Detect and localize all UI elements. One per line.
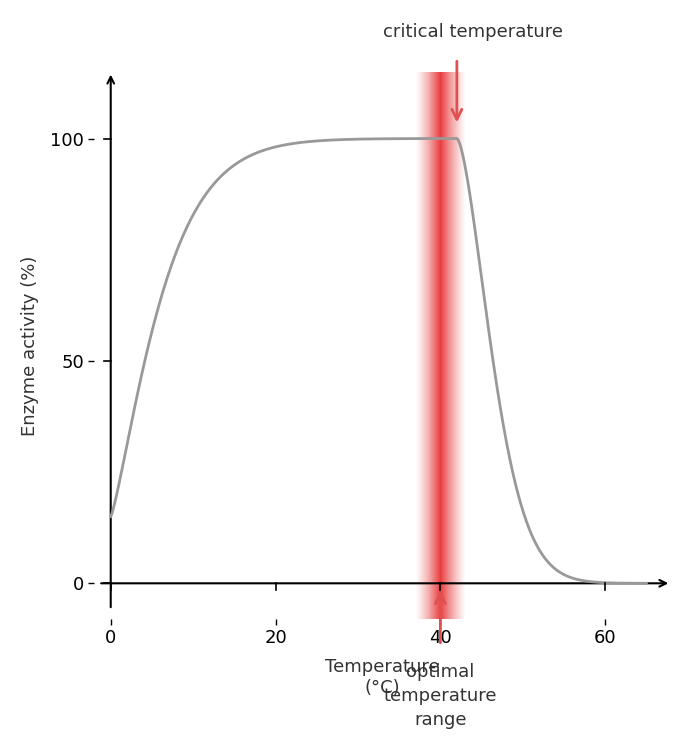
Text: optimal
temperature
range: optimal temperature range: [383, 663, 497, 729]
Y-axis label: Enzyme activity (%): Enzyme activity (%): [21, 255, 39, 435]
X-axis label: Temperature
(°C): Temperature (°C): [325, 659, 440, 697]
Text: critical temperature: critical temperature: [383, 23, 563, 41]
